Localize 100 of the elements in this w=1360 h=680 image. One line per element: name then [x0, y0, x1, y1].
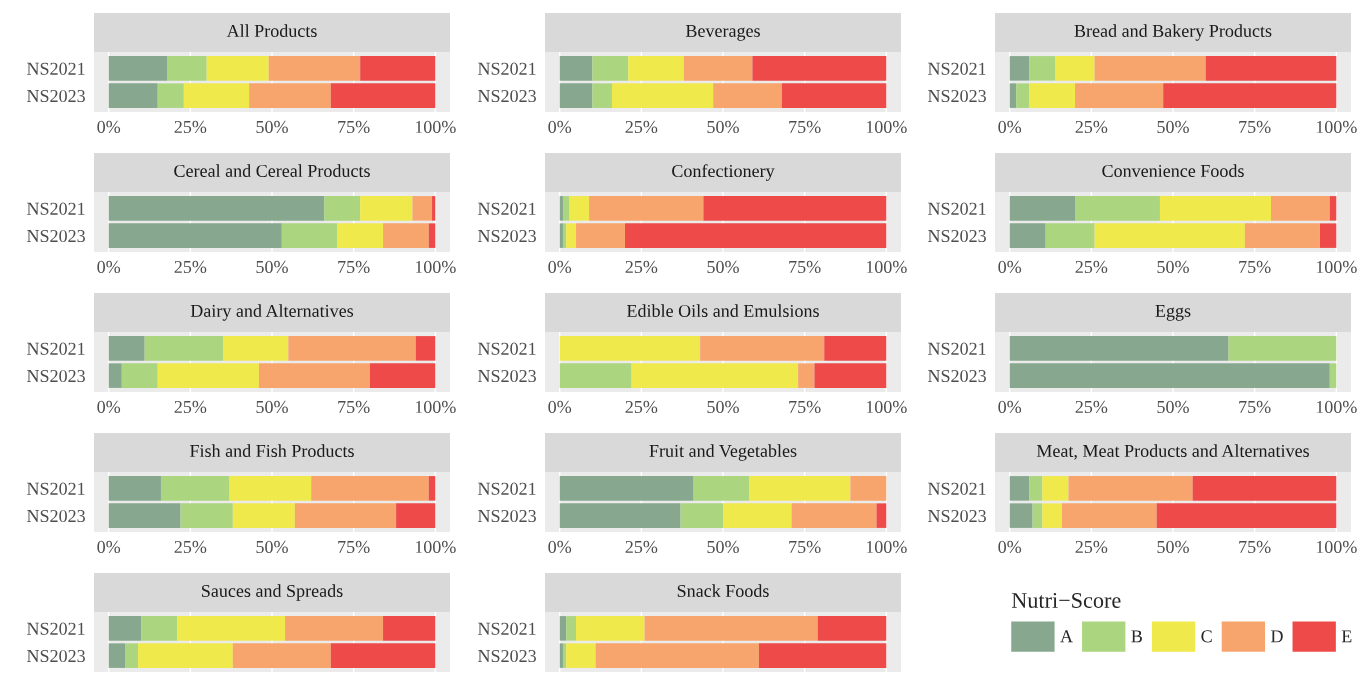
x-tick-label: 25%: [174, 400, 207, 414]
bar: [415, 336, 436, 361]
bar: [1068, 476, 1193, 501]
bar: [791, 503, 877, 528]
bar: [232, 643, 331, 668]
bar: [121, 363, 158, 388]
y-tick-label: NS2023: [26, 649, 85, 663]
bar: [595, 643, 759, 668]
bar: [559, 616, 567, 641]
bar: [108, 616, 142, 641]
legend-label: B: [1131, 630, 1142, 643]
x-tick-label: 0%: [548, 260, 572, 274]
x-tick-label: 0%: [97, 540, 121, 554]
x-tick-label: 100%: [866, 540, 907, 554]
bar: [206, 56, 269, 81]
bar: [157, 363, 259, 388]
bar: [592, 83, 612, 108]
bar: [562, 643, 567, 668]
x-tick-label: 100%: [415, 400, 456, 414]
bar: [330, 643, 436, 668]
x-tick-label: 25%: [1075, 400, 1108, 414]
legend-title: Nutri−Score: [1011, 592, 1121, 608]
x-tick-label: 75%: [789, 260, 821, 274]
y-tick-label: NS2021: [477, 202, 536, 215]
x-tick-label: 50%: [256, 400, 288, 414]
bar: [229, 476, 312, 501]
bar: [369, 363, 436, 388]
bar: [144, 336, 224, 361]
bar: [138, 643, 233, 668]
y-tick-label: NS2023: [26, 509, 85, 523]
chart-title: Meat, Meat Products and Alternatives: [1036, 444, 1309, 460]
bar: [141, 616, 178, 641]
bar: [817, 616, 887, 641]
x-tick-label: 100%: [1316, 400, 1357, 414]
bar: [631, 363, 799, 388]
bar: [569, 196, 590, 221]
chart-title: Fish and Fish Products: [190, 444, 354, 458]
bar: [559, 223, 563, 248]
bar: [1192, 476, 1337, 501]
x-tick-label: 0%: [998, 540, 1022, 554]
bar: [611, 83, 714, 108]
x-tick-label: 75%: [338, 260, 370, 274]
bar: [1009, 56, 1030, 81]
x-tick-label: 50%: [707, 260, 739, 274]
y-tick-label: NS2023: [26, 89, 85, 103]
x-tick-label: 25%: [174, 540, 207, 554]
bar: [360, 196, 413, 221]
x-tick-label: 0%: [97, 120, 121, 134]
bar: [683, 56, 753, 81]
x-tick-label: 25%: [625, 540, 658, 554]
bar: [758, 643, 887, 668]
bar: [693, 476, 750, 501]
bar: [428, 223, 436, 248]
x-tick-label: 100%: [866, 400, 907, 414]
bar: [337, 223, 384, 248]
bar: [330, 83, 436, 108]
bar: [562, 223, 567, 248]
y-tick-label: NS2023: [927, 509, 986, 523]
chart-title: All Products: [226, 24, 317, 38]
x-tick-label: 0%: [998, 400, 1022, 414]
y-tick-label: NS2023: [477, 229, 536, 243]
x-tick-label: 25%: [625, 120, 658, 134]
chart-title: Confectionery: [672, 164, 775, 181]
chart-title: Cereal and Cereal Products: [174, 164, 370, 178]
x-tick-label: 75%: [789, 540, 821, 554]
bar: [1045, 223, 1095, 248]
bar: [559, 363, 632, 388]
bar: [383, 223, 429, 248]
y-tick-label: NS2021: [927, 202, 986, 215]
bar: [703, 196, 887, 221]
bar: [1016, 83, 1030, 108]
x-tick-label: 100%: [866, 260, 907, 274]
bar: [1244, 223, 1320, 248]
bar: [281, 223, 338, 248]
y-tick-label: NS2021: [927, 342, 986, 355]
x-tick-label: 0%: [548, 540, 572, 554]
x-tick-label: 100%: [415, 260, 456, 274]
x-tick-label: 0%: [97, 260, 121, 274]
bar: [177, 616, 286, 641]
bar: [360, 56, 436, 81]
y-tick-label: NS2021: [26, 342, 85, 355]
bar: [258, 363, 370, 388]
bar: [1009, 336, 1229, 361]
y-tick-label: NS2021: [477, 482, 536, 495]
bar: [383, 616, 436, 641]
x-tick-label: 75%: [1239, 400, 1271, 414]
bar: [559, 83, 593, 108]
bar: [1055, 56, 1095, 81]
chart-title: Beverages: [685, 24, 760, 41]
x-tick-label: 50%: [256, 260, 288, 274]
y-tick-label: NS2023: [26, 229, 85, 243]
bar: [268, 56, 361, 81]
x-tick-label: 50%: [1157, 260, 1189, 274]
bar: [125, 643, 139, 668]
bar: [576, 223, 626, 248]
bar: [1094, 223, 1245, 248]
bar: [108, 363, 122, 388]
x-tick-label: 100%: [866, 120, 907, 134]
bar: [412, 196, 433, 221]
bar: [559, 503, 681, 528]
